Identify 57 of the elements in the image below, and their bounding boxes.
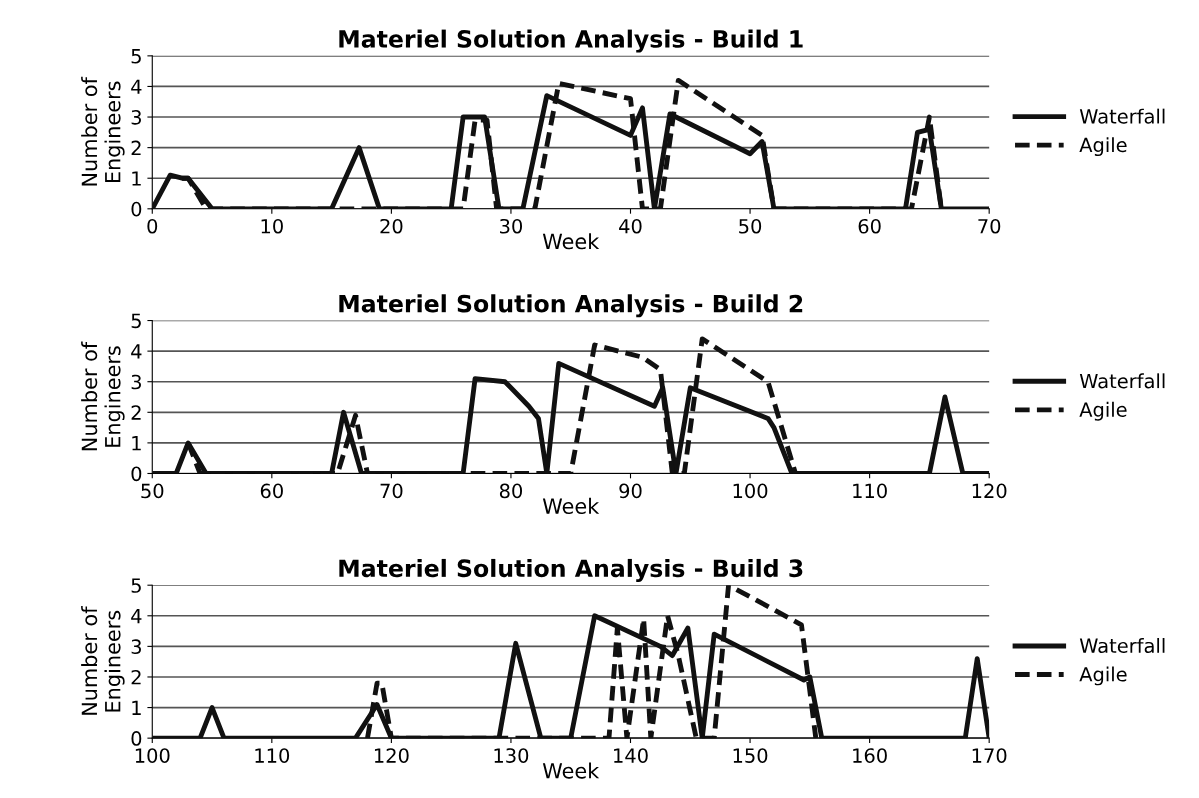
x-tick-label: 130 xyxy=(494,748,529,763)
x-axis-title: Week xyxy=(542,762,600,779)
x-axis-title: Week xyxy=(542,233,600,250)
x-tick-label: 170 xyxy=(972,748,1007,763)
x-tick-label: 100 xyxy=(733,483,768,499)
y-tick-label: 2 xyxy=(131,140,141,156)
x-tick-label: 20 xyxy=(380,218,403,234)
y-tick-label: 4 xyxy=(131,609,142,624)
legend-label: Waterfall xyxy=(1079,108,1165,124)
x-tick-label: 50 xyxy=(739,218,762,234)
x-tick-label: 140 xyxy=(614,748,648,763)
x-tick-label: 0 xyxy=(147,218,158,234)
chart-title: Materiel Solution Analysis - Build 1 xyxy=(339,29,803,53)
x-tick-label: 80 xyxy=(499,483,523,499)
y-tick-label: 4 xyxy=(131,79,142,94)
x-tick-label: 40 xyxy=(619,218,642,234)
x-tick-label: 70 xyxy=(978,218,1001,234)
y-tick-label: 1 xyxy=(132,700,141,715)
y-tick-label: 1 xyxy=(132,171,141,186)
x-tick-label: 150 xyxy=(733,748,768,763)
legend-label: Waterfall xyxy=(1079,373,1165,389)
x-tick-label: 120 xyxy=(972,483,1007,499)
y-tick-label: 0 xyxy=(131,731,142,746)
x-axis-title: Week xyxy=(542,497,600,514)
x-tick-label: 30 xyxy=(500,218,523,234)
x-tick-label: 60 xyxy=(260,483,283,499)
x-tick-label: 160 xyxy=(853,748,887,763)
x-tick-label: 60 xyxy=(858,218,881,234)
x-tick-label: 50 xyxy=(141,483,164,499)
y-tick-label: 2 xyxy=(131,405,141,420)
x-tick-label: 70 xyxy=(380,483,403,499)
x-tick-label: 110 xyxy=(853,483,887,499)
y-tick-label: 3 xyxy=(131,110,141,125)
legend-label: Waterfall xyxy=(1079,638,1165,654)
x-tick-label: 90 xyxy=(619,483,642,499)
x-tick-label: 10 xyxy=(261,218,283,234)
y-axis-title: Number of Engineers xyxy=(81,341,125,451)
y-axis-title: Number of Engineers xyxy=(81,606,125,715)
y-tick-label: 0 xyxy=(131,201,142,217)
legend-label: Agile xyxy=(1079,137,1127,157)
y-tick-label: 5 xyxy=(131,49,141,64)
y-tick-label: 3 xyxy=(131,639,141,655)
y-tick-label: 2 xyxy=(131,669,141,685)
x-tick-label: 110 xyxy=(255,748,290,763)
chart-title: Materiel Solution Analysis - Build 2 xyxy=(339,294,803,318)
x-tick-label: 100 xyxy=(135,748,170,763)
y-tick-label: 0 xyxy=(131,466,142,482)
legend-label: Agile xyxy=(1079,666,1127,686)
y-axis-title: Number of Engineers xyxy=(81,76,125,186)
y-tick-label: 5 xyxy=(131,313,141,329)
y-tick-label: 1 xyxy=(132,436,141,451)
y-tick-label: 3 xyxy=(131,374,141,390)
chart-title: Materiel Solution Analysis - Build 3 xyxy=(339,558,803,582)
x-tick-label: 120 xyxy=(374,748,409,763)
legend-label: Agile xyxy=(1079,401,1127,421)
y-tick-label: 5 xyxy=(131,578,141,593)
y-tick-label: 4 xyxy=(131,344,142,359)
